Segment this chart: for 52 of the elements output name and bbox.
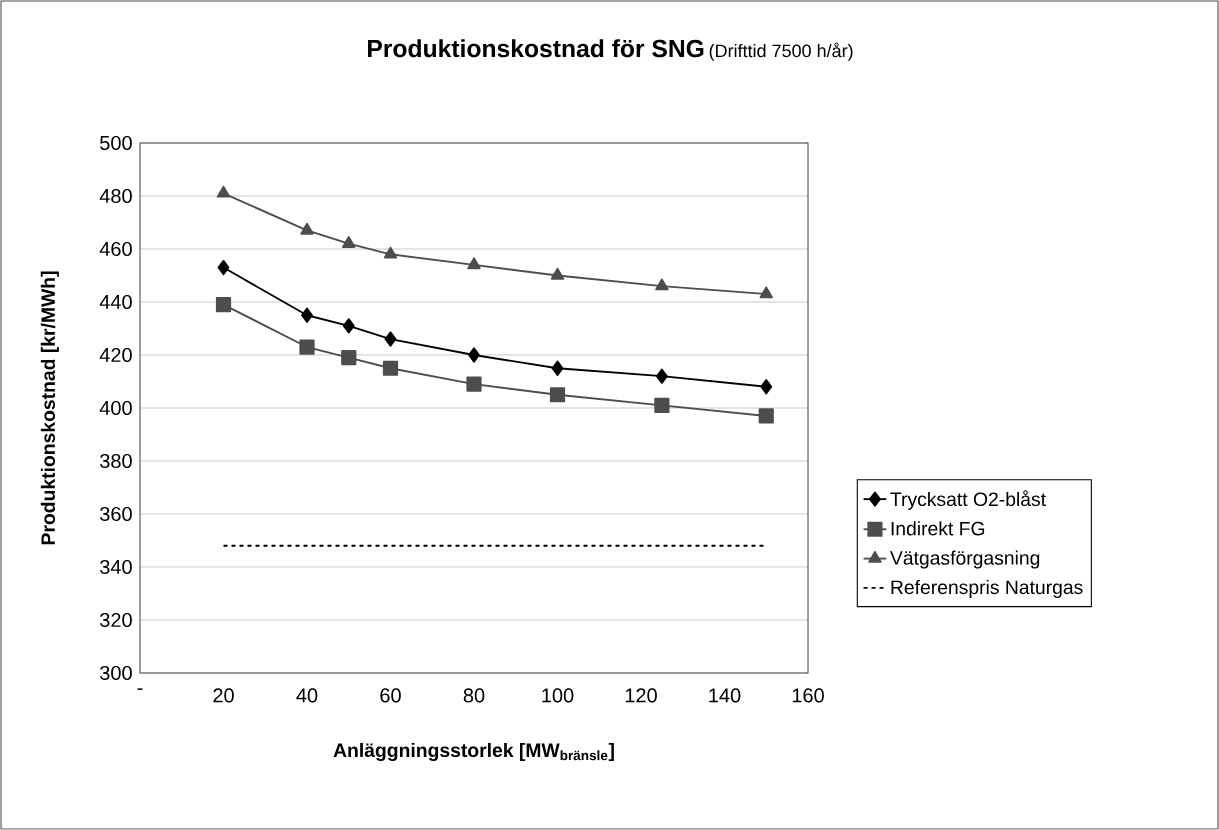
point [217, 259, 230, 276]
point [342, 318, 355, 334]
chart-title: Produktionskostnad för SNG [368, 39, 704, 58]
point [383, 246, 398, 259]
point [341, 350, 357, 366]
x-tick-label: 60 [380, 688, 401, 703]
y-tick-label: 400 [99, 400, 132, 416]
point [655, 368, 668, 384]
x-tick-label: 80 [463, 688, 485, 703]
y-tick-label: 500 [100, 135, 132, 151]
chart-subtitle: (Drifttid 7500 h/år) [709, 42, 853, 61]
x-tick-label: 100 [542, 688, 574, 703]
y-tick-label: 480 [99, 188, 132, 204]
legend-label: Trycksatt O2-blåst [890, 490, 1046, 510]
point [655, 278, 669, 291]
point [549, 387, 566, 403]
x-tick-label: 140 [709, 688, 741, 703]
point [300, 222, 314, 235]
point [301, 307, 313, 323]
x-tick-label: 20 [213, 688, 234, 703]
y-tick-label: 300 [100, 665, 132, 681]
point [342, 236, 356, 248]
legend-label: Vätgasförgasning [890, 550, 1040, 569]
x-tick-label: 120 [625, 688, 657, 703]
point [299, 339, 315, 355]
point [760, 379, 773, 395]
point [551, 360, 564, 376]
point [654, 397, 670, 413]
y-tick-label: 420 [99, 347, 132, 363]
point [466, 376, 482, 392]
y-tick-label: 380 [100, 453, 132, 469]
y-tick-label: 360 [100, 506, 132, 522]
legend-label: Indirekt FG [891, 521, 985, 536]
x-tick-label: 40 [296, 688, 318, 703]
x-tick-label: 160 [792, 688, 824, 703]
legend-label: Referenspris Naturgas [891, 579, 1083, 598]
point [216, 185, 231, 198]
point [759, 286, 773, 299]
point [758, 408, 774, 424]
x-axis-title: Anläggningsstorlek [MW$_{bränsle}$] [333, 742, 614, 762]
point [382, 360, 399, 376]
y-tick-label: 460 [99, 241, 132, 257]
x-tick-label: - [137, 688, 143, 690]
y-axis-title: Produktionskostnad [kr/MWh] [40, 271, 59, 545]
point [550, 267, 565, 280]
y-tick-label: 340 [100, 559, 132, 575]
point [215, 297, 232, 313]
y-tick-label: 320 [100, 612, 132, 628]
point [384, 331, 397, 347]
point [468, 347, 480, 363]
y-tick-label: 440 [99, 294, 132, 310]
point [467, 257, 481, 270]
